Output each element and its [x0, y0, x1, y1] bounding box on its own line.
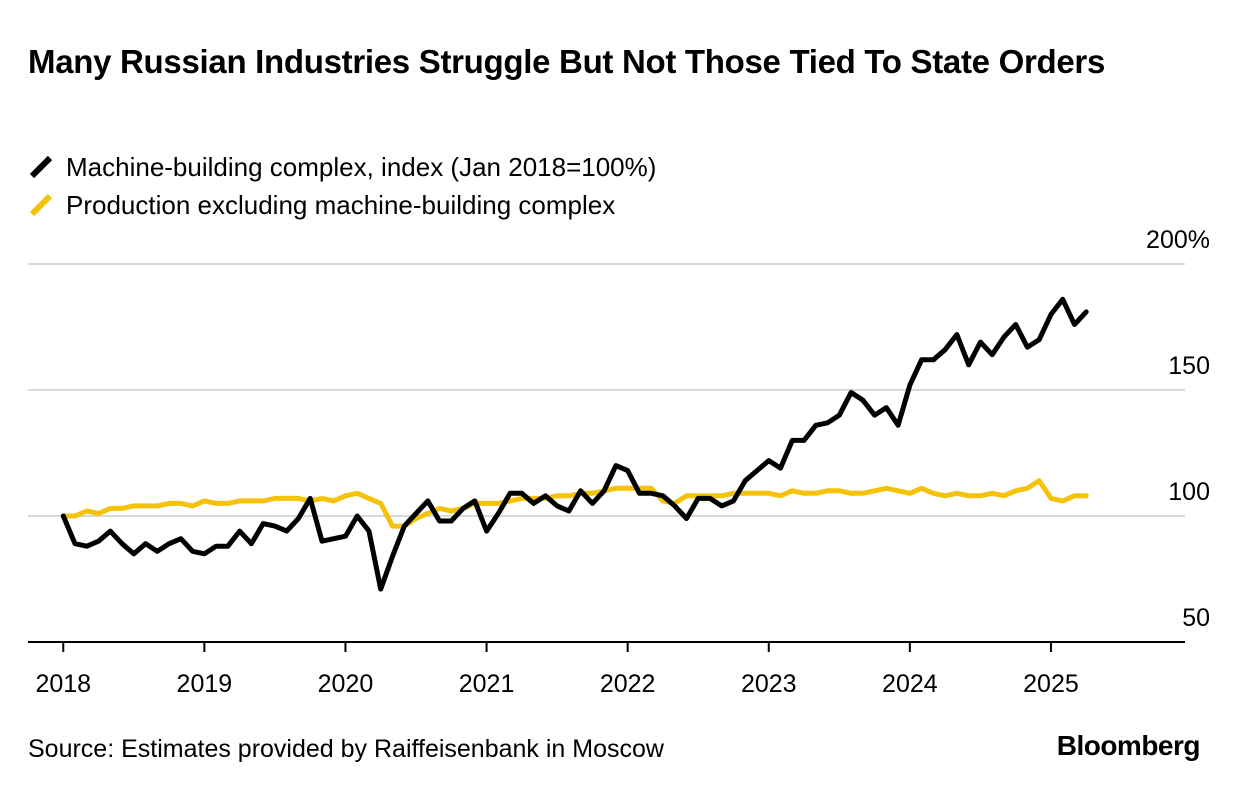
y-tick-label: 50 [1182, 604, 1210, 632]
x-tick-label: 2024 [882, 670, 938, 698]
x-tick-label: 2018 [35, 670, 91, 698]
y-tick-label: 100 [1168, 478, 1210, 506]
legend-swatch-machine-building [28, 154, 54, 180]
x-tick-label: 2020 [318, 670, 374, 698]
series-line-machine-building [60, 296, 1089, 592]
chart-title: Many Russian Industries Struggle But Not… [28, 43, 1106, 80]
y-tick-label: 200% [1146, 226, 1210, 254]
x-tick-label: 2025 [1023, 670, 1079, 698]
bloomberg-logo: Bloomberg [1056, 730, 1201, 761]
x-tick-label: 2022 [600, 670, 656, 698]
x-tick-label: 2019 [177, 670, 233, 698]
series-line-production [60, 478, 1089, 529]
legend-label-machine-building: Machine-building complex, index (Jan 201… [66, 151, 657, 182]
x-tick-label: 2023 [741, 670, 797, 698]
x-tick-label: 2021 [459, 670, 515, 698]
legend-label-production: Production excluding machine-building co… [66, 189, 616, 220]
y-tick-label: 150 [1168, 352, 1210, 380]
legend: Machine-building complex, index (Jan 201… [28, 148, 656, 224]
legend-swatch-production [28, 192, 54, 218]
legend-item-machine-building: Machine-building complex, index (Jan 201… [28, 148, 656, 186]
source-note: Source: Estimates provided by Raiffeisen… [28, 735, 664, 763]
legend-item-production: Production excluding machine-building co… [28, 186, 656, 224]
